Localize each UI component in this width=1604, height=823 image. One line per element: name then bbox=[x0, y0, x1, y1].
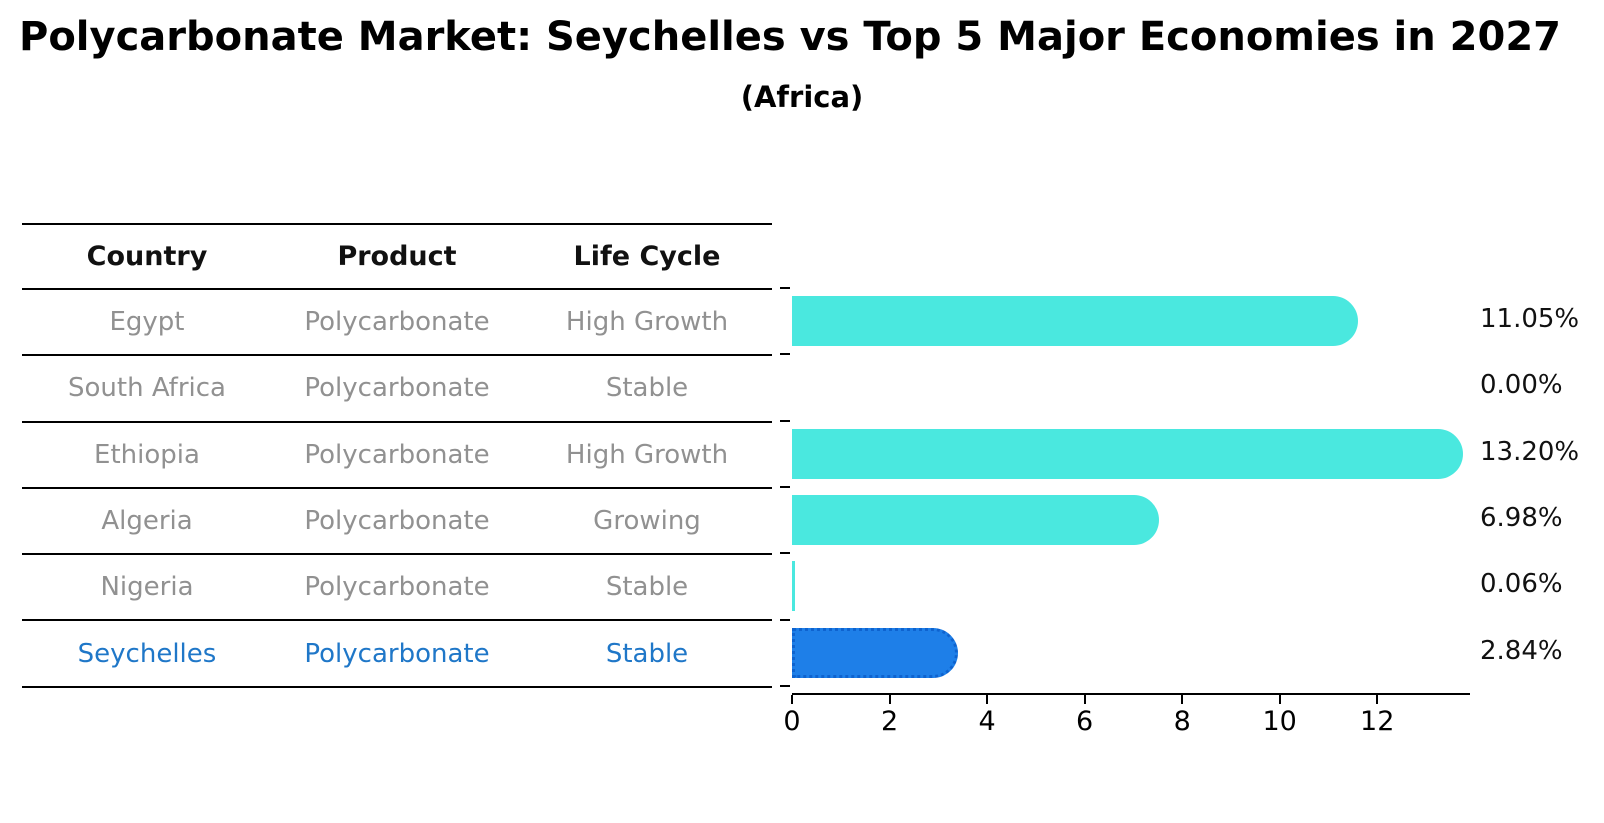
table-cell-lifecycle: Stable bbox=[605, 373, 689, 404]
table-row-nigeria: Nigeria Polycarbonate Stable bbox=[22, 555, 772, 622]
value-label-seychelles: 2.84% bbox=[1480, 635, 1563, 666]
table-cell-product: Polycarbonate bbox=[304, 506, 490, 537]
table-cell-lifecycle: High Growth bbox=[565, 307, 729, 338]
table-header-lifecycle: Life Cycle bbox=[573, 241, 721, 272]
x-tick-label: 10 bbox=[1262, 706, 1297, 737]
y-tick-mark bbox=[780, 485, 790, 488]
table-row-algeria: Algeria Polycarbonate Growing bbox=[22, 489, 772, 556]
value-label-south-africa: 0.00% bbox=[1480, 370, 1563, 401]
table-cell-country: South Africa bbox=[68, 373, 226, 404]
table-cell-product: Polycarbonate bbox=[304, 638, 490, 669]
x-tick-label: 0 bbox=[783, 706, 801, 737]
table-body: Egypt Polycarbonate High Growth South Afric… bbox=[22, 290, 772, 688]
y-tick-mark bbox=[780, 618, 790, 621]
table-cell-product: Polycarbonate bbox=[304, 307, 490, 338]
y-tick-mark bbox=[780, 353, 790, 356]
chart-subtitle: (Africa) bbox=[740, 80, 864, 114]
table-cell-country: Ethiopia bbox=[94, 439, 200, 470]
x-tick-label: 4 bbox=[978, 706, 996, 737]
y-tick-mark bbox=[780, 684, 790, 687]
table-cell-lifecycle: Stable bbox=[605, 572, 689, 603]
table-header-country: Country bbox=[86, 241, 208, 272]
x-tick-label: 6 bbox=[1076, 706, 1094, 737]
x-tick-mark bbox=[1376, 695, 1379, 704]
x-tick-mark bbox=[1181, 695, 1184, 704]
table-row-seychelles: Seychelles Polycarbonate Stable bbox=[22, 621, 772, 688]
x-tick-mark bbox=[986, 695, 989, 704]
bar-algeria bbox=[792, 495, 1160, 546]
y-tick-mark bbox=[780, 287, 790, 289]
table-cell-product: Polycarbonate bbox=[304, 572, 490, 603]
table-cell-product: Polycarbonate bbox=[304, 373, 490, 404]
x-tick-mark bbox=[1278, 695, 1281, 704]
bar-seychelles bbox=[792, 627, 958, 678]
x-tick-mark bbox=[888, 695, 891, 704]
table-row-ethiopia: Ethiopia Polycarbonate High Growth bbox=[22, 423, 772, 489]
table-cell-country: Seychelles bbox=[77, 638, 217, 669]
table-cell-lifecycle: Growing bbox=[593, 506, 701, 537]
x-axis-line bbox=[792, 693, 1470, 695]
table-cell-country: Egypt bbox=[109, 307, 185, 338]
bar-nigeria bbox=[792, 561, 795, 612]
value-label-nigeria: 0.06% bbox=[1480, 569, 1563, 600]
table-header-row: Country Product Life Cycle bbox=[22, 225, 772, 290]
value-label-ethiopia: 13.20% bbox=[1480, 436, 1580, 467]
value-label-algeria: 6.98% bbox=[1480, 503, 1563, 534]
x-tick-label: 8 bbox=[1173, 706, 1191, 737]
x-tick-label: 2 bbox=[880, 706, 899, 737]
table-row-south-africa: South Africa Polycarbonate Stable bbox=[22, 356, 772, 423]
table-header-product: Product bbox=[337, 241, 457, 272]
y-tick-mark bbox=[780, 419, 790, 422]
table-cell-lifecycle: Stable bbox=[605, 638, 689, 669]
x-tick-mark bbox=[791, 695, 793, 704]
y-tick-mark bbox=[780, 552, 790, 555]
table-row-egypt: Egypt Polycarbonate High Growth bbox=[22, 290, 772, 357]
chart-title: Polycarbonate Market: Seychelles vs Top … bbox=[19, 14, 1561, 60]
table-cell-country: Algeria bbox=[101, 506, 193, 537]
bar-egypt bbox=[792, 296, 1358, 347]
bar-ethiopia bbox=[792, 428, 1463, 479]
x-tick-mark bbox=[1083, 695, 1086, 704]
x-tick-label: 12 bbox=[1360, 706, 1395, 737]
value-label-egypt: 11.05% bbox=[1480, 304, 1580, 335]
table-cell-country: Nigeria bbox=[100, 572, 194, 603]
country-table: Country Product Life Cycle Egypt Polycarb… bbox=[22, 223, 772, 688]
table-cell-product: Polycarbonate bbox=[304, 439, 490, 470]
table-cell-lifecycle: High Growth bbox=[565, 439, 729, 470]
